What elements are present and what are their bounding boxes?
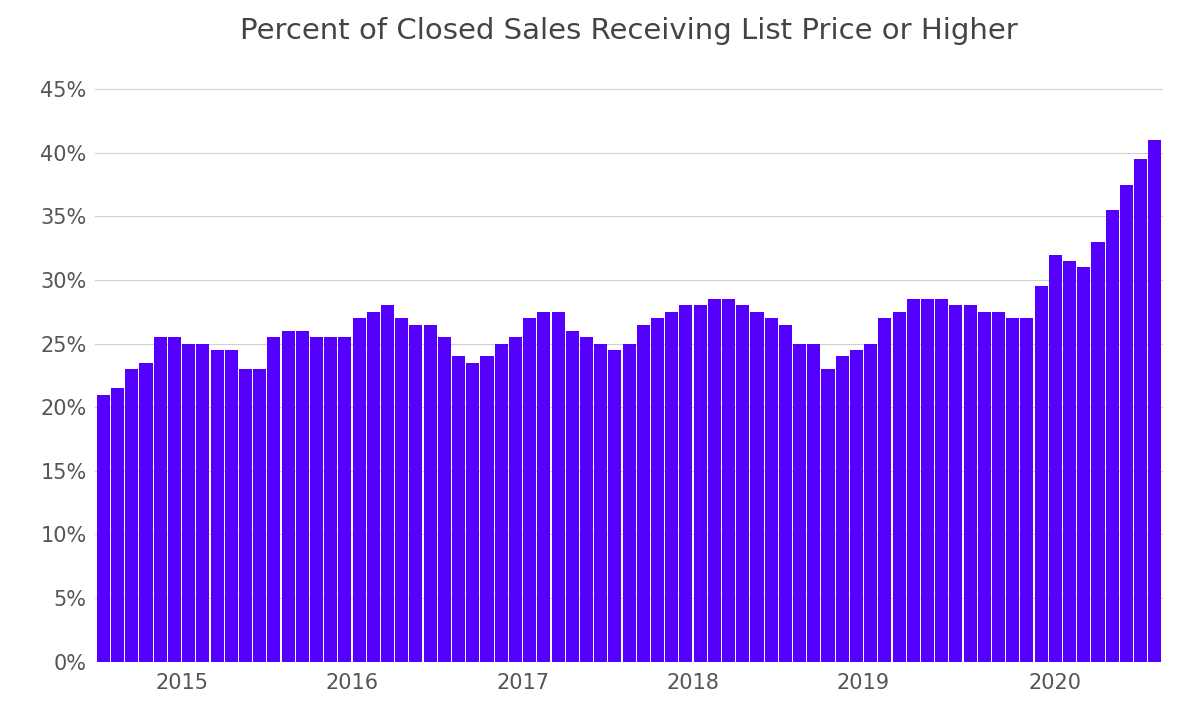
Bar [494,344,507,662]
Bar [850,350,863,662]
Bar [282,331,295,662]
Bar [595,344,608,662]
Bar [238,369,253,662]
Bar [1092,242,1104,662]
Bar [1134,159,1147,662]
Bar [324,337,337,662]
Bar [182,344,195,662]
Bar [878,318,891,662]
Bar [97,395,110,662]
Bar [1063,261,1076,662]
Bar [821,369,834,662]
Bar [1021,318,1034,662]
Bar [609,350,622,662]
Bar [765,318,778,662]
Bar [1049,255,1062,662]
Bar [381,306,394,662]
Bar [395,318,408,662]
Bar [579,337,594,662]
Bar [565,331,579,662]
Bar [651,318,664,662]
Bar [480,356,493,662]
Bar [722,299,735,662]
Bar [509,337,522,662]
Bar [139,363,152,662]
Bar [935,299,949,662]
Bar [153,337,166,662]
Bar [623,344,636,662]
Bar [452,356,465,662]
Bar [666,312,678,662]
Bar [466,363,479,662]
Bar [339,337,352,662]
Bar [551,312,564,662]
Bar [1077,267,1090,662]
Bar [1148,140,1161,662]
Bar [736,306,749,662]
Bar [424,324,437,662]
Bar [978,312,991,662]
Bar [750,312,763,662]
Bar [196,344,209,662]
Bar [992,312,1005,662]
Bar [835,356,848,662]
Bar [125,369,138,662]
Bar [1106,210,1119,662]
Bar [964,306,977,662]
Bar [310,337,323,662]
Bar [637,324,650,662]
Bar [537,312,550,662]
Bar [920,299,935,662]
Bar [793,344,806,662]
Bar [1007,318,1020,662]
Bar [892,312,905,662]
Bar [296,331,309,662]
Bar [807,344,820,662]
Bar [708,299,721,662]
Bar [367,312,380,662]
Bar [906,299,919,662]
Bar [779,324,792,662]
Bar [864,344,877,662]
Bar [1120,185,1133,662]
Bar [409,324,422,662]
Title: Percent of Closed Sales Receiving List Price or Higher: Percent of Closed Sales Receiving List P… [241,17,1018,45]
Bar [1035,287,1048,662]
Bar [694,306,707,662]
Bar [523,318,536,662]
Bar [950,306,963,662]
Bar [210,350,223,662]
Bar [111,388,124,662]
Bar [268,337,281,662]
Bar [680,306,693,662]
Bar [438,337,451,662]
Bar [224,350,238,662]
Bar [353,318,366,662]
Bar [254,369,267,662]
Bar [168,337,181,662]
